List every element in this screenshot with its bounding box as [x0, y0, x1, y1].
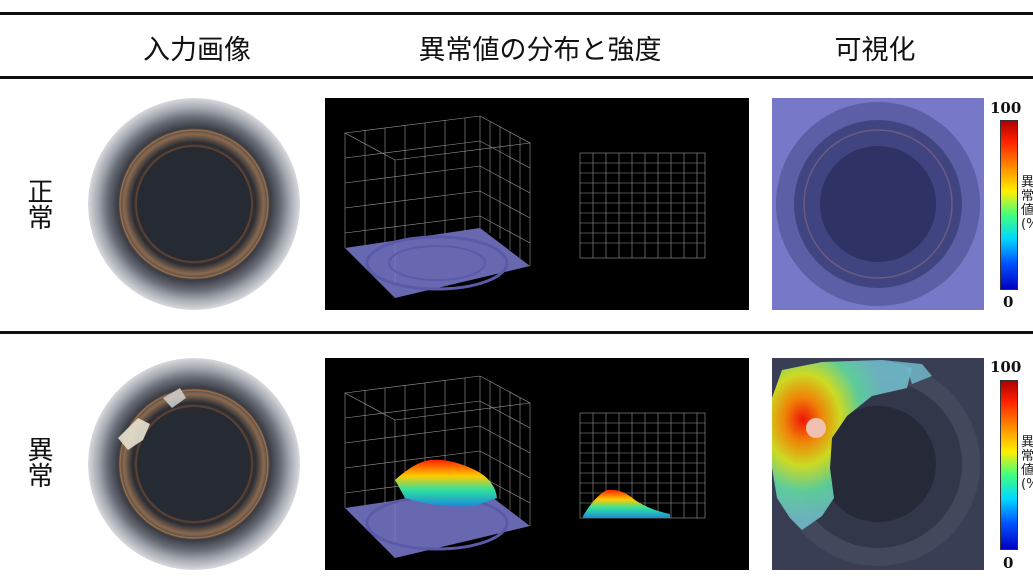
- top-rule: [0, 12, 1033, 15]
- header-rule: [0, 76, 1033, 79]
- header-visualization: 可視化: [834, 35, 916, 66]
- header-distribution: 異常値の分布と強度: [418, 35, 662, 66]
- anomaly-3d-plot-normal: [325, 98, 749, 310]
- row-label-normal-text: 正常: [23, 178, 53, 230]
- visualization-anomaly: [772, 358, 984, 570]
- colorbar-max-normal: 100: [990, 99, 1022, 117]
- colorbar-anomaly: [1000, 380, 1018, 550]
- input-image-anomaly: [88, 358, 300, 570]
- colorbar-min-normal: 0: [1003, 293, 1014, 311]
- header-input-image: 入力画像: [143, 35, 251, 66]
- row-label-anomaly: 異常: [18, 436, 58, 495]
- visualization-normal: [772, 98, 984, 310]
- row-divider: [0, 331, 1033, 334]
- row-label-anomaly-text: 異常: [23, 436, 53, 488]
- colorbar-label-anomaly: 異常値(%): [1021, 435, 1033, 492]
- colorbar-normal: [1000, 120, 1018, 290]
- colorbar-min-anomaly: 0: [1003, 554, 1014, 572]
- colorbar-max-anomaly: 100: [990, 358, 1022, 376]
- colorbar-label-normal: 異常値(%): [1021, 175, 1033, 232]
- row-label-normal: 正常: [18, 178, 58, 237]
- anomaly-3d-plot-anomaly: [325, 358, 749, 570]
- input-image-normal: [88, 98, 300, 310]
